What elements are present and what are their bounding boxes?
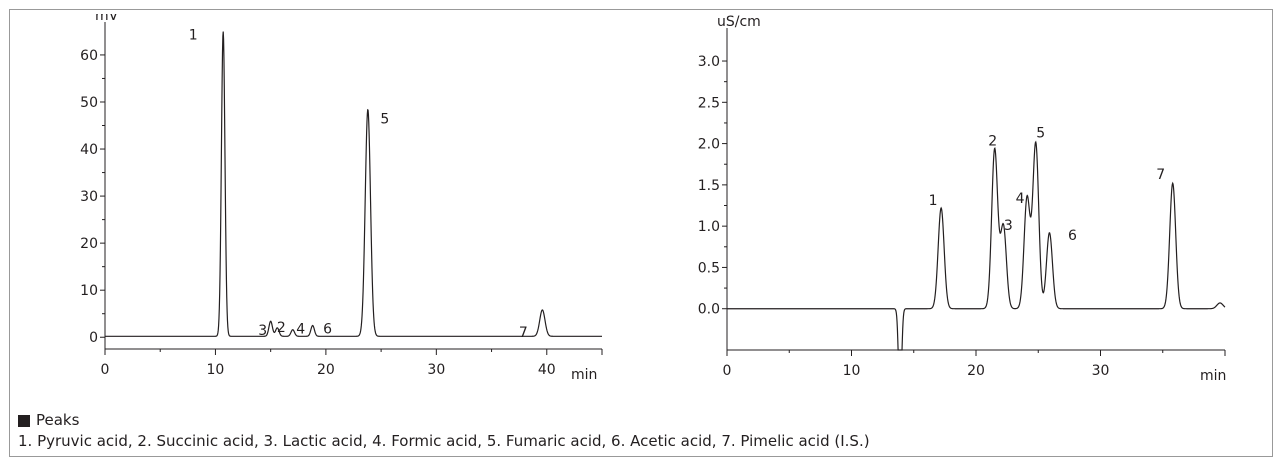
x-tick-label: 40 [538,362,556,378]
peak-label: 6 [323,321,332,337]
y-tick-label: 1.0 [698,219,720,235]
x-tick-label: 0 [723,363,732,379]
peak-label: 4 [296,322,305,338]
x-tick-label: 20 [317,362,335,378]
peak-label: 6 [1068,228,1077,244]
x-tick-label: 0 [101,362,110,378]
y-tick-label: 10 [80,283,98,299]
y-axis-label: uS/cm [717,14,761,30]
peaks-legend-heading: Peaks [18,410,870,431]
chromatogram-trace [727,140,1226,351]
peak-label: 2 [277,320,286,336]
chromatogram-trace [105,31,602,337]
chromatogram-right: 0.0 0.5 1.0 1.5 2.0 2.5 3.0 0 10 20 30 uS/cm min 1 2 34… [698,14,1227,384]
legend-square-icon [18,414,30,427]
y-axis-label: mV [95,14,119,24]
y-tick-label: 0.0 [698,302,720,318]
y-tick-label: 0.5 [698,260,720,276]
figure-frame [9,9,1273,457]
peaks-heading-text: Peaks [36,411,80,429]
peak-label: 3 [1004,218,1013,234]
peak-label: 7 [1156,167,1165,183]
y-tick-label: 1.5 [698,178,720,194]
peak-label: 2 [988,133,997,149]
y-tick-label: 2.0 [698,137,720,153]
x-tick-label: 10 [207,362,225,378]
x-tick-label: 10 [843,363,861,379]
x-tick-label: 30 [1092,363,1110,379]
y-tick-label: 0 [89,330,98,346]
y-tick-label: 50 [80,95,98,111]
peak-label: 7 [519,325,528,341]
x-axis-label: min [571,367,597,383]
peak-label: 4 [1016,191,1025,207]
peak-label: 5 [380,112,389,128]
x-tick-label: 30 [427,362,445,378]
chromatogram-left: 0 10 20 30 40 50 60 0 10 20 30 40 mV min 1 3 2 4 6 5 7 [80,14,603,383]
y-tick-label: 30 [80,189,98,205]
peak-label: 1 [189,27,198,43]
peak-label: 5 [1036,126,1045,142]
y-tick-label: 40 [80,142,98,158]
y-tick-label: 3.0 [698,54,720,70]
peaks-legend-list: 1. Pyruvic acid, 2. Succinic acid, 3. La… [18,432,870,450]
peak-label: 3 [258,323,267,339]
y-tick-label: 60 [80,48,98,64]
y-tick-label: 2.5 [698,95,720,111]
y-tick-label: 20 [80,236,98,252]
peaks-legend: Peaks 1. Pyruvic acid, 2. Succinic acid,… [18,410,870,452]
x-tick-label: 20 [967,363,985,379]
x-axis-label: min [1200,368,1226,384]
peak-label: 1 [929,193,938,209]
